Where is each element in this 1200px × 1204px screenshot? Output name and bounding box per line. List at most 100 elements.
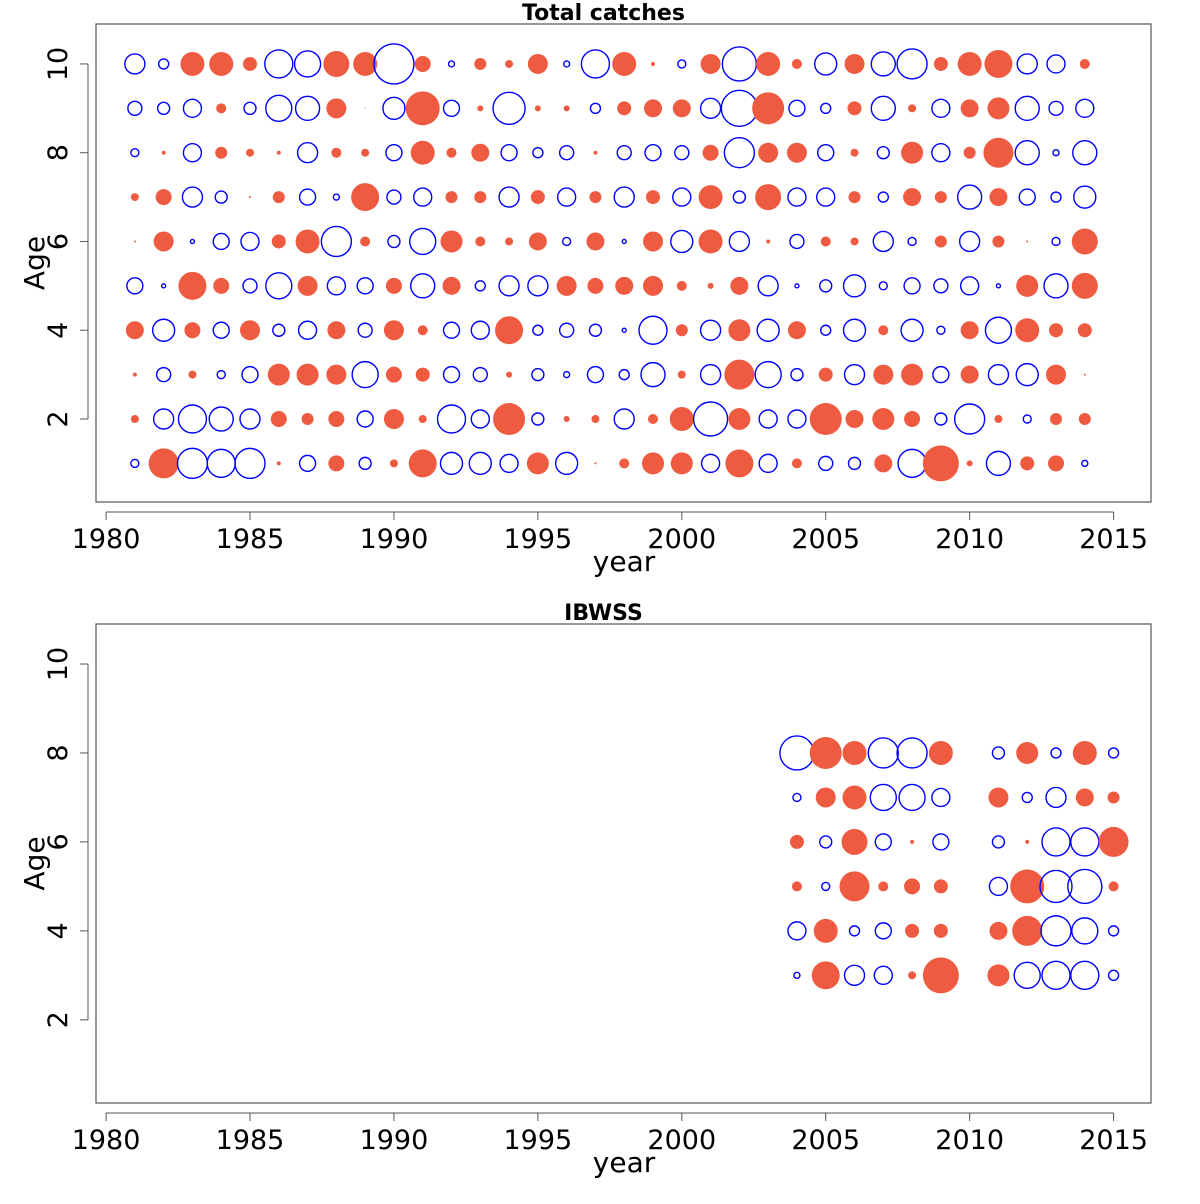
- x-tick-label: 2010: [935, 524, 1004, 555]
- bubble: [933, 56, 948, 71]
- bubble: [1073, 185, 1097, 209]
- bubble: [869, 783, 897, 812]
- bubble: [790, 367, 804, 382]
- bubble: [506, 371, 513, 378]
- bubble: [1010, 869, 1045, 904]
- bubble: [819, 279, 833, 293]
- bubble: [756, 51, 781, 76]
- y-tick-label: 2: [43, 410, 74, 427]
- bubble: [966, 460, 973, 467]
- bubble: [1050, 191, 1062, 203]
- bubble: [563, 105, 570, 112]
- bubble: [1107, 747, 1120, 759]
- bubble: [670, 229, 694, 254]
- bubble: [732, 190, 747, 204]
- bubble: [440, 230, 463, 253]
- bubble: [471, 143, 490, 162]
- bubble: [676, 280, 687, 291]
- bubble: [383, 409, 404, 430]
- bubble: [265, 94, 293, 123]
- bubble: [240, 320, 261, 341]
- bubble: [707, 282, 714, 289]
- bubble: [839, 871, 870, 902]
- bubble: [1067, 868, 1103, 905]
- bubble: [413, 187, 433, 207]
- bubble: [787, 187, 807, 207]
- bubble: [876, 146, 890, 160]
- bubble: [294, 95, 321, 122]
- bubble: [1018, 188, 1036, 206]
- bubble: [156, 101, 171, 116]
- bubble: [532, 324, 544, 336]
- bubble: [1079, 58, 1090, 69]
- bubble: [1039, 869, 1073, 904]
- bubble: [699, 363, 722, 386]
- bubble: [320, 225, 353, 258]
- bubble: [298, 188, 317, 206]
- bubble: [1046, 364, 1067, 385]
- bubble: [385, 366, 402, 383]
- bubble: [793, 971, 801, 980]
- bubble: [188, 370, 197, 379]
- bubble: [908, 104, 917, 113]
- bubble: [580, 49, 611, 79]
- bubble: [442, 321, 461, 339]
- bubble: [130, 458, 140, 469]
- bubble: [932, 365, 950, 384]
- bubble: [130, 148, 140, 158]
- bubble: [818, 455, 834, 472]
- bubble: [356, 410, 374, 428]
- bubble: [933, 923, 948, 938]
- bubble: [293, 50, 322, 78]
- bubble: [527, 53, 548, 74]
- bubble: [215, 146, 228, 159]
- x-axis-label: year: [593, 545, 656, 578]
- bubble: [1015, 362, 1039, 387]
- x-tick-label: 1995: [504, 524, 573, 555]
- bubble: [872, 408, 895, 431]
- bubble: [699, 319, 722, 341]
- bubble: [446, 147, 457, 158]
- bubble: [562, 370, 571, 379]
- bubble: [723, 137, 756, 169]
- bubble: [873, 965, 893, 986]
- bubble: [640, 361, 666, 388]
- bubble: [677, 370, 686, 379]
- bubble: [447, 60, 456, 68]
- bubble: [177, 404, 208, 434]
- x-tick-label: 2005: [791, 524, 860, 555]
- bubble: [809, 736, 842, 769]
- bubble: [387, 234, 401, 249]
- bubble: [1020, 456, 1035, 471]
- bubble: [1071, 228, 1098, 255]
- bubble: [988, 787, 1009, 808]
- bubble: [936, 325, 946, 335]
- bubble: [878, 325, 889, 336]
- chart-title: Total catches: [522, 1, 685, 26]
- bubble: [933, 879, 948, 894]
- bubble: [267, 363, 290, 386]
- bubble: [373, 43, 415, 85]
- bubble: [442, 276, 461, 295]
- bubble: [907, 236, 917, 247]
- bubble: [498, 186, 520, 208]
- bubble: [591, 415, 600, 424]
- bubble: [752, 92, 785, 125]
- x-tick-label: 1990: [360, 1125, 429, 1156]
- bubble: [721, 46, 758, 82]
- bubble: [616, 145, 632, 161]
- bubble: [360, 236, 371, 247]
- bubble: [206, 448, 236, 479]
- bubble: [436, 404, 467, 434]
- bubble: [644, 144, 662, 162]
- bubble: [493, 403, 526, 436]
- y-tick-label: 6: [43, 233, 74, 250]
- y-tick-label: 8: [43, 744, 74, 761]
- bubble: [474, 280, 486, 292]
- bubble: [989, 921, 1008, 940]
- bubble: [531, 412, 545, 426]
- bubble: [789, 834, 804, 849]
- bubble: [841, 828, 868, 855]
- bubble: [492, 91, 526, 126]
